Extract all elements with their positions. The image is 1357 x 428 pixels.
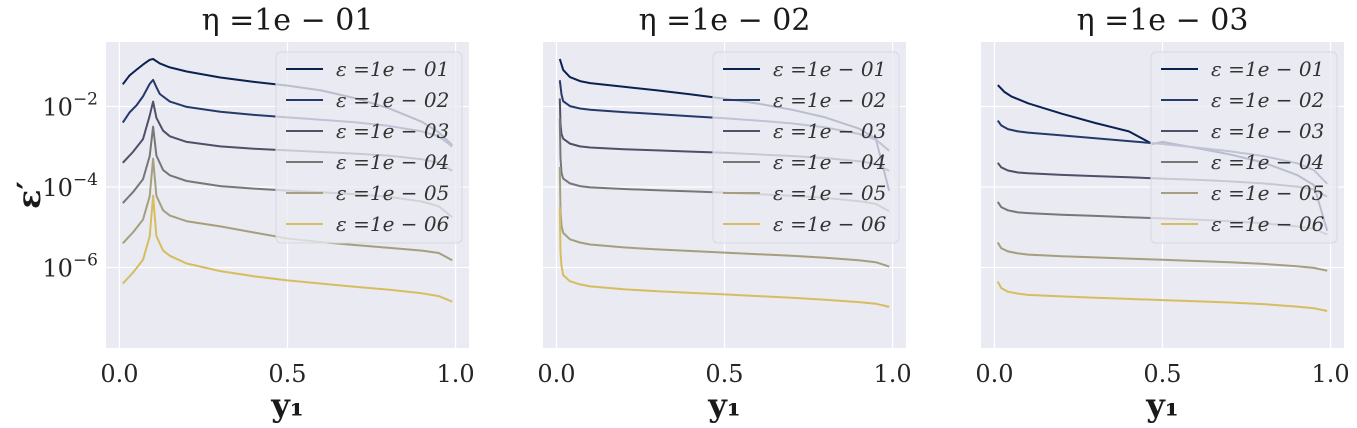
legend-label-3: ε =1e − 03 bbox=[336, 119, 449, 143]
y-tick-label: 10−6 bbox=[42, 250, 98, 282]
subplot-title: η =1e − 03 bbox=[1077, 3, 1249, 38]
legend-label-5: ε =1e − 05 bbox=[1211, 181, 1324, 205]
series-line-6 bbox=[558, 207, 890, 308]
legend-label-1: ε =1e − 01 bbox=[773, 57, 886, 81]
x-axis-label: y₁ bbox=[707, 386, 741, 424]
legend-label-5: ε =1e − 05 bbox=[773, 181, 886, 205]
y-axis-label: ε′ bbox=[10, 181, 48, 209]
legend: ε =1e − 01 ε =1e − 02 ε =1e − 03 ε =1e − 04… bbox=[712, 51, 900, 244]
subplot-title: η =1e − 02 bbox=[639, 3, 811, 38]
legend-label-3: ε =1e − 03 bbox=[1211, 119, 1324, 143]
series-line-5 bbox=[558, 166, 890, 268]
subplot-1: 0.0 0.5 1.0 10−6 10−4 10−2 η =1e − 01 y₁ ε′ ε =1e… bbox=[10, 3, 475, 424]
series-line-6 bbox=[122, 194, 453, 303]
x-axis-label: y₁ bbox=[1145, 386, 1179, 424]
legend-label-2: ε =1e − 02 bbox=[773, 88, 886, 112]
x-tick-label: 1.0 bbox=[873, 360, 911, 388]
legend-label-2: ε =1e − 02 bbox=[1211, 88, 1324, 112]
legend: ε =1e − 01 ε =1e − 02 ε =1e − 03 ε =1e − 04… bbox=[275, 51, 463, 244]
x-axis-label: y₁ bbox=[270, 386, 304, 424]
x-tick-label: 1.0 bbox=[1311, 360, 1349, 388]
series-line-5 bbox=[996, 241, 1328, 272]
legend: ε =1e − 01 ε =1e − 02 ε =1e − 03 ε =1e − 04… bbox=[1150, 51, 1338, 244]
legend-label-4: ε =1e − 04 bbox=[336, 150, 449, 174]
x-tick-label: 0.5 bbox=[1143, 360, 1181, 388]
x-tick-label: 0.0 bbox=[537, 360, 575, 388]
legend-label-6: ε =1e − 06 bbox=[336, 212, 450, 236]
legend-label-1: ε =1e − 01 bbox=[336, 57, 449, 81]
x-tick-label: 0.5 bbox=[268, 360, 306, 388]
legend-label-5: ε =1e − 05 bbox=[336, 181, 449, 205]
legend-label-3: ε =1e − 03 bbox=[773, 119, 886, 143]
subplot-title: η =1e − 01 bbox=[202, 3, 374, 38]
legend-label-6: ε =1e − 06 bbox=[773, 212, 887, 236]
y-tick-label: 10−2 bbox=[42, 89, 98, 121]
legend-label-1: ε =1e − 01 bbox=[1211, 57, 1324, 81]
x-tick-label: 0.0 bbox=[100, 360, 138, 388]
x-tick-label: 1.0 bbox=[436, 360, 474, 388]
x-tick-label: 0.0 bbox=[975, 360, 1013, 388]
series-line-6 bbox=[996, 281, 1328, 312]
legend-label-4: ε =1e − 04 bbox=[1211, 150, 1324, 174]
y-tick-label: 10−4 bbox=[42, 170, 98, 202]
series-line-5 bbox=[122, 157, 453, 262]
x-tick-label: 0.5 bbox=[705, 360, 743, 388]
legend-label-2: ε =1e − 02 bbox=[336, 88, 449, 112]
legend-label-6: ε =1e − 06 bbox=[1211, 212, 1325, 236]
legend-label-4: ε =1e − 04 bbox=[773, 150, 886, 174]
